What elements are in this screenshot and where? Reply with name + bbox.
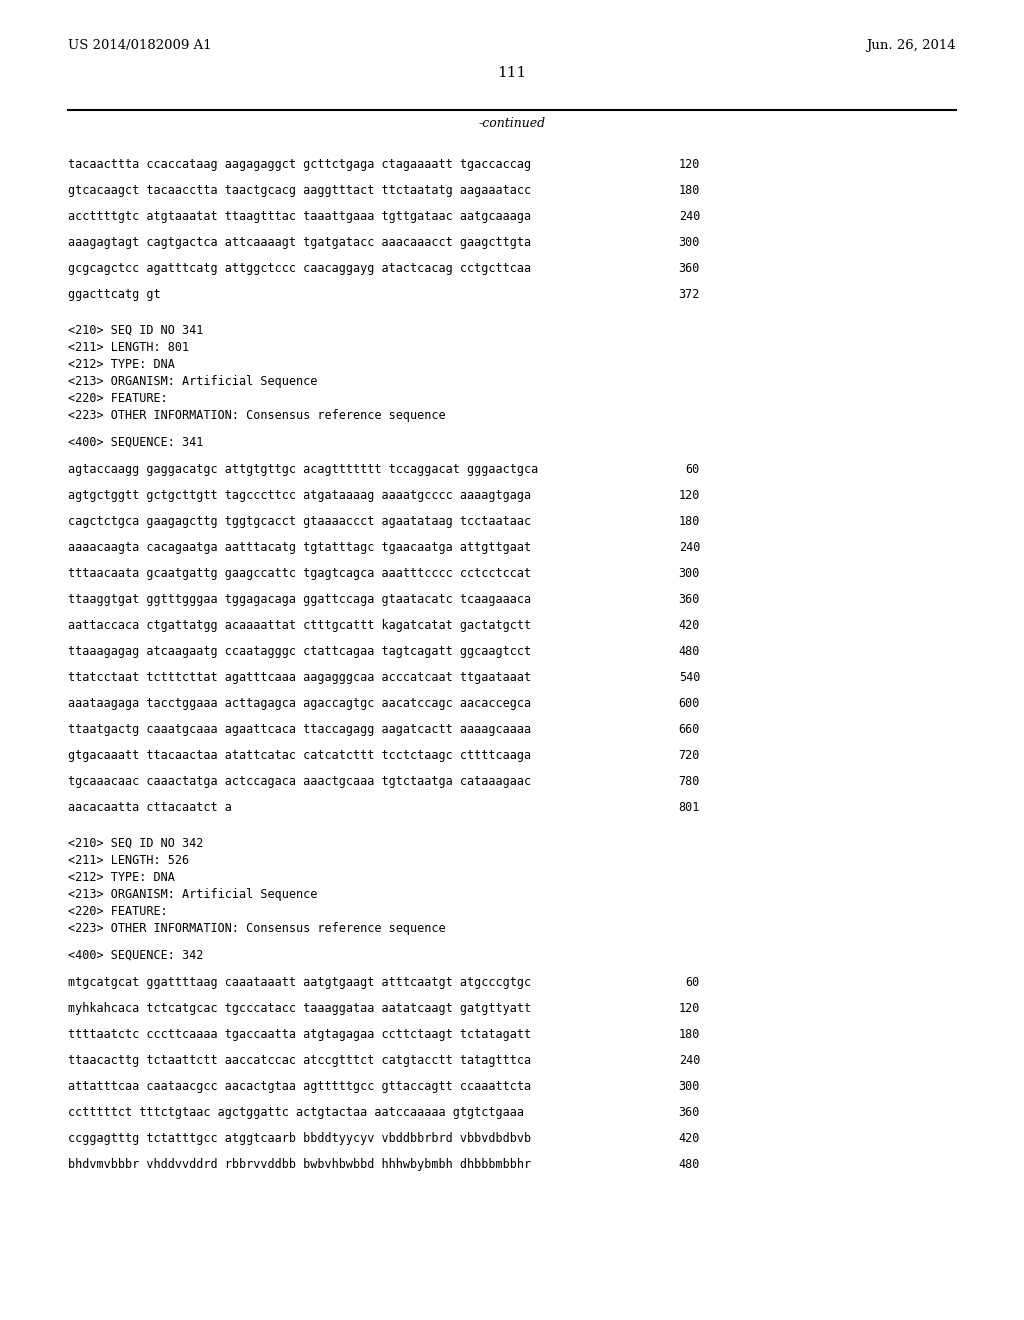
- Text: ggacttcatg gt: ggacttcatg gt: [68, 288, 161, 301]
- Text: cctttttct tttctgtaac agctggattc actgtactaa aatccaaaaa gtgtctgaaa: cctttttct tttctgtaac agctggattc actgtact…: [68, 1106, 524, 1119]
- Text: 540: 540: [679, 671, 700, 684]
- Text: bhdvmvbbbr vhddvvddrd rbbrvvddbb bwbvhbwbbd hhhwbybmbh dhbbbmbbhr: bhdvmvbbbr vhddvvddrd rbbrvvddbb bwbvhbw…: [68, 1158, 531, 1171]
- Text: ccggagtttg tctatttgcc atggtcaarb bbddtyycyv vbddbbrbrd vbbvdbdbvb: ccggagtttg tctatttgcc atggtcaarb bbddtyy…: [68, 1133, 531, 1144]
- Text: 240: 240: [679, 1053, 700, 1067]
- Text: 240: 240: [679, 210, 700, 223]
- Text: tgcaaacaac caaactatga actccagaca aaactgcaaa tgtctaatga cataaagaac: tgcaaacaac caaactatga actccagaca aaactgc…: [68, 775, 531, 788]
- Text: 600: 600: [679, 697, 700, 710]
- Text: 60: 60: [686, 975, 700, 989]
- Text: ttttaatctc cccttcaaaa tgaccaatta atgtagagaa ccttctaagt tctatagatt: ttttaatctc cccttcaaaa tgaccaatta atgtaga…: [68, 1028, 531, 1041]
- Text: aaagagtagt cagtgactca attcaaaagt tgatgatacc aaacaaacct gaagcttgta: aaagagtagt cagtgactca attcaaaagt tgatgat…: [68, 236, 531, 249]
- Text: 180: 180: [679, 1028, 700, 1041]
- Text: gtcacaagct tacaacctta taactgcacg aaggtttact ttctaatatg aagaaatacc: gtcacaagct tacaacctta taactgcacg aaggttt…: [68, 183, 531, 197]
- Text: agtgctggtt gctgcttgtt tagcccttcc atgataaaag aaaatgcccc aaaagtgaga: agtgctggtt gctgcttgtt tagcccttcc atgataa…: [68, 488, 531, 502]
- Text: <400> SEQUENCE: 341: <400> SEQUENCE: 341: [68, 436, 204, 449]
- Text: accttttgtc atgtaaatat ttaagtttac taaattgaaa tgttgataac aatgcaaaga: accttttgtc atgtaaatat ttaagtttac taaattg…: [68, 210, 531, 223]
- Text: 480: 480: [679, 645, 700, 657]
- Text: ttaaggtgat ggtttgggaa tggagacaga ggattccaga gtaatacatc tcaagaaaca: ttaaggtgat ggtttgggaa tggagacaga ggattcc…: [68, 593, 531, 606]
- Text: <223> OTHER INFORMATION: Consensus reference sequence: <223> OTHER INFORMATION: Consensus refer…: [68, 409, 445, 422]
- Text: 240: 240: [679, 541, 700, 554]
- Text: tacaacttta ccaccataag aagagaggct gcttctgaga ctagaaaatt tgaccaccag: tacaacttta ccaccataag aagagaggct gcttctg…: [68, 158, 531, 172]
- Text: ttaacacttg tctaattctt aaccatccac atccgtttct catgtacctt tatagtttca: ttaacacttg tctaattctt aaccatccac atccgtt…: [68, 1053, 531, 1067]
- Text: aaaacaagta cacagaatga aatttacatg tgtatttagc tgaacaatga attgttgaat: aaaacaagta cacagaatga aatttacatg tgtattt…: [68, 541, 531, 554]
- Text: 360: 360: [679, 1106, 700, 1119]
- Text: 180: 180: [679, 183, 700, 197]
- Text: 420: 420: [679, 619, 700, 632]
- Text: ttaatgactg caaatgcaaa agaattcaca ttaccagagg aagatcactt aaaagcaaaa: ttaatgactg caaatgcaaa agaattcaca ttaccag…: [68, 723, 531, 737]
- Text: tttaacaata gcaatgattg gaagccattc tgagtcagca aaatttcccc cctcctccat: tttaacaata gcaatgattg gaagccattc tgagtca…: [68, 568, 531, 579]
- Text: 180: 180: [679, 515, 700, 528]
- Text: US 2014/0182009 A1: US 2014/0182009 A1: [68, 40, 212, 51]
- Text: <220> FEATURE:: <220> FEATURE:: [68, 906, 168, 917]
- Text: <210> SEQ ID NO 342: <210> SEQ ID NO 342: [68, 837, 204, 850]
- Text: <212> TYPE: DNA: <212> TYPE: DNA: [68, 358, 175, 371]
- Text: 372: 372: [679, 288, 700, 301]
- Text: 300: 300: [679, 236, 700, 249]
- Text: 660: 660: [679, 723, 700, 737]
- Text: 801: 801: [679, 801, 700, 814]
- Text: Jun. 26, 2014: Jun. 26, 2014: [866, 40, 956, 51]
- Text: gtgacaaatt ttacaactaa atattcatac catcatcttt tcctctaagc cttttcaaga: gtgacaaatt ttacaactaa atattcatac catcatc…: [68, 748, 531, 762]
- Text: mtgcatgcat ggattttaag caaataaatt aatgtgaagt atttcaatgt atgcccgtgc: mtgcatgcat ggattttaag caaataaatt aatgtga…: [68, 975, 531, 989]
- Text: aacacaatta cttacaatct a: aacacaatta cttacaatct a: [68, 801, 231, 814]
- Text: <220> FEATURE:: <220> FEATURE:: [68, 392, 168, 405]
- Text: 300: 300: [679, 568, 700, 579]
- Text: myhkahcaca tctcatgcac tgcccatacc taaaggataa aatatcaagt gatgttyatt: myhkahcaca tctcatgcac tgcccatacc taaagga…: [68, 1002, 531, 1015]
- Text: <213> ORGANISM: Artificial Sequence: <213> ORGANISM: Artificial Sequence: [68, 888, 317, 902]
- Text: aattaccaca ctgattatgg acaaaattat ctttgcattt kagatcatat gactatgctt: aattaccaca ctgattatgg acaaaattat ctttgca…: [68, 619, 531, 632]
- Text: 120: 120: [679, 488, 700, 502]
- Text: gcgcagctcc agatttcatg attggctccc caacaggayg atactcacag cctgcttcaa: gcgcagctcc agatttcatg attggctccc caacagg…: [68, 261, 531, 275]
- Text: 300: 300: [679, 1080, 700, 1093]
- Text: aaataagaga tacctggaaa acttagagca agaccagtgc aacatccagc aacaccegca: aaataagaga tacctggaaa acttagagca agaccag…: [68, 697, 531, 710]
- Text: 420: 420: [679, 1133, 700, 1144]
- Text: cagctctgca gaagagcttg tggtgcacct gtaaaaccct agaatataag tcctaataac: cagctctgca gaagagcttg tggtgcacct gtaaaac…: [68, 515, 531, 528]
- Text: 60: 60: [686, 463, 700, 477]
- Text: <211> LENGTH: 801: <211> LENGTH: 801: [68, 341, 189, 354]
- Text: <223> OTHER INFORMATION: Consensus reference sequence: <223> OTHER INFORMATION: Consensus refer…: [68, 921, 445, 935]
- Text: -continued: -continued: [478, 117, 546, 129]
- Text: 111: 111: [498, 66, 526, 81]
- Text: ttatcctaat tctttcttat agatttcaaa aagagggcaa acccatcaat ttgaataaat: ttatcctaat tctttcttat agatttcaaa aagaggg…: [68, 671, 531, 684]
- Text: agtaccaagg gaggacatgc attgtgttgc acagttttttt tccaggacat gggaactgca: agtaccaagg gaggacatgc attgtgttgc acagttt…: [68, 463, 539, 477]
- Text: 120: 120: [679, 1002, 700, 1015]
- Text: 780: 780: [679, 775, 700, 788]
- Text: 720: 720: [679, 748, 700, 762]
- Text: <212> TYPE: DNA: <212> TYPE: DNA: [68, 871, 175, 884]
- Text: ttaaagagag atcaagaatg ccaatagggc ctattcagaa tagtcagatt ggcaagtcct: ttaaagagag atcaagaatg ccaatagggc ctattca…: [68, 645, 531, 657]
- Text: <400> SEQUENCE: 342: <400> SEQUENCE: 342: [68, 949, 204, 962]
- Text: <210> SEQ ID NO 341: <210> SEQ ID NO 341: [68, 323, 204, 337]
- Text: attatttcaa caataacgcc aacactgtaa agtttttgcc gttaccagtt ccaaattcta: attatttcaa caataacgcc aacactgtaa agttttt…: [68, 1080, 531, 1093]
- Text: 360: 360: [679, 593, 700, 606]
- Text: 120: 120: [679, 158, 700, 172]
- Text: <211> LENGTH: 526: <211> LENGTH: 526: [68, 854, 189, 867]
- Text: 360: 360: [679, 261, 700, 275]
- Text: <213> ORGANISM: Artificial Sequence: <213> ORGANISM: Artificial Sequence: [68, 375, 317, 388]
- Text: 480: 480: [679, 1158, 700, 1171]
